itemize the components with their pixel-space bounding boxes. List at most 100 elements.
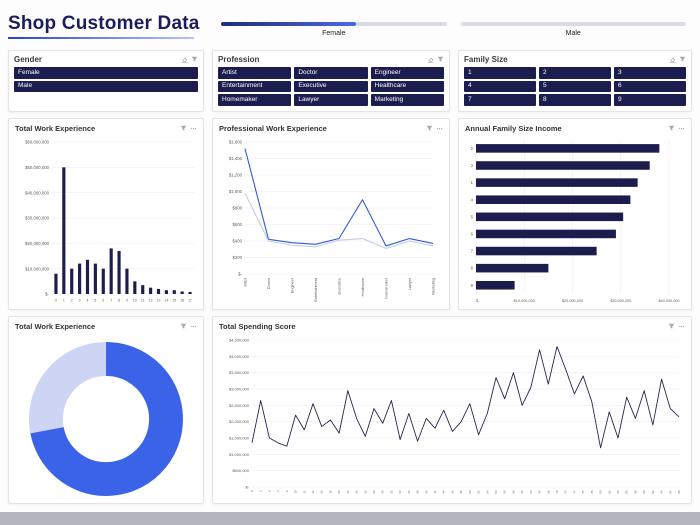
family-size-slicer-list: 1 2 3 4 5 6 7 8 9 [464,67,686,106]
filter-icon[interactable] [180,323,187,330]
svg-text:$-: $- [476,299,480,303]
svg-text:$1,000: $1,000 [229,189,243,194]
svg-text:5: 5 [471,214,474,219]
clear-selections-icon[interactable] [427,56,434,63]
filter-icon[interactable] [191,56,198,63]
slicer-option-engineer[interactable]: Engineer [370,67,444,79]
slicer-option-4[interactable]: 4 [464,80,536,92]
svg-text:96: 96 [668,490,672,494]
more-options-icon[interactable] [678,323,685,330]
dashboard: Shop Customer Data Female Male Gender [0,0,700,512]
svg-text:34: 34 [398,490,402,494]
line-chart-professional-work-experience[interactable]: $- $200 $400 $600 $800 $1,000 $1,200 $1,400 $1,6… [219,136,443,306]
svg-text:$20,000,000: $20,000,000 [25,241,50,246]
chart-card-professional-work-experience: Professional Work Experience $- $200 $400 $… [212,118,450,310]
svg-text:16: 16 [320,490,324,494]
svg-text:Homemaker: Homemaker [384,277,388,298]
slicer-option-homemaker[interactable]: Homemaker [218,94,292,106]
filter-icon[interactable] [426,125,433,132]
svg-text:8: 8 [118,299,120,303]
svg-text:26: 26 [363,490,367,494]
svg-text:0: 0 [55,299,57,303]
slicer-option-lawyer[interactable]: Lawyer [294,94,368,106]
svg-text:$-: $- [245,485,249,490]
slicer-option-marketing[interactable]: Marketing [370,94,444,106]
clear-selections-icon[interactable] [181,56,188,63]
donut-chart-total-work-experience[interactable] [15,334,197,500]
more-options-icon[interactable] [190,323,197,330]
filter-icon[interactable] [668,125,675,132]
svg-text:6: 6 [471,231,474,236]
slicer-option-entertainment[interactable]: Entertainment [218,80,292,92]
svg-text:4: 4 [267,490,271,492]
svg-text:8: 8 [285,490,289,492]
svg-text:9: 9 [471,283,474,288]
svg-text:12: 12 [149,299,153,303]
profession-slicer: Profession Artist Doctor Engineer Entert… [212,50,450,112]
profession-slicer-title: Profession [218,55,260,64]
slicer-option-doctor[interactable]: Doctor [294,67,368,79]
slicer-option-female[interactable]: Female [14,67,198,79]
svg-text:48: 48 [459,490,463,494]
filter-icon[interactable] [679,56,686,63]
svg-text:88: 88 [633,490,637,494]
slicer-option-1[interactable]: 1 [464,67,536,79]
svg-text:30: 30 [381,490,385,494]
svg-text:$200: $200 [232,255,242,260]
filter-icon[interactable] [437,56,444,63]
svg-text:90: 90 [642,490,646,494]
svg-text:38: 38 [416,490,420,494]
slicer-option-6[interactable]: 6 [614,80,686,92]
svg-text:2: 2 [71,299,73,303]
svg-text:36: 36 [407,490,411,494]
slicer-option-7[interactable]: 7 [464,94,536,106]
svg-text:42: 42 [433,490,437,494]
slicer-option-healthcare[interactable]: Healthcare [370,80,444,92]
slicer-option-5[interactable]: 5 [539,80,611,92]
title-underline [8,37,194,39]
svg-text:$1,200: $1,200 [229,173,243,178]
male-range-slider[interactable]: Male [460,16,686,37]
svg-text:2: 2 [471,146,474,151]
svg-text:98: 98 [677,490,681,494]
more-options-icon[interactable] [190,125,197,132]
svg-text:62: 62 [520,490,524,494]
hbar-chart-annual-family-size-income[interactable]: $- $10,000,000 $20,000,000 $30,000,000 $40,0… [465,136,685,306]
family-size-slicer: Family Size 1 2 3 4 5 6 7 8 9 [458,50,692,112]
svg-text:16: 16 [180,299,184,303]
slicer-option-artist[interactable]: Artist [218,67,292,79]
svg-text:3: 3 [471,163,474,168]
svg-text:52: 52 [477,490,481,494]
svg-text:Executive: Executive [337,278,341,294]
slicer-option-executive[interactable]: Executive [294,80,368,92]
male-slider-track[interactable] [460,21,686,26]
svg-text:$30,000,000: $30,000,000 [610,299,631,303]
svg-text:Marketing: Marketing [431,278,435,295]
svg-text:$3,000,000: $3,000,000 [229,387,250,392]
svg-text:20: 20 [337,490,341,494]
svg-text:$30,000,000: $30,000,000 [25,216,50,221]
svg-text:60: 60 [511,490,515,494]
svg-text:$400: $400 [232,239,242,244]
svg-text:$-: $- [45,292,49,297]
more-options-icon[interactable] [436,125,443,132]
slicer-option-2[interactable]: 2 [539,67,611,79]
clear-selections-icon[interactable] [669,56,676,63]
slicer-option-3[interactable]: 3 [614,67,686,79]
svg-text:$60,000,000: $60,000,000 [25,140,50,145]
bar-chart-total-work-experience[interactable]: $- $10,000,000 $20,000,000 $30,000,000 $40,0… [15,136,197,306]
filter-icon[interactable] [180,125,187,132]
page-title: Shop Customer Data [8,13,200,34]
svg-text:68: 68 [546,490,550,494]
svg-text:$10,000,000: $10,000,000 [514,299,535,303]
female-slider-track[interactable] [221,21,447,26]
slicer-option-8[interactable]: 8 [539,94,611,106]
male-slider-label: Male [565,29,581,37]
line-chart-total-spending-score[interactable]: $- $500,000 $1,000,000 $1,500,000 $2,000,000… [219,334,685,500]
svg-text:0: 0 [250,490,254,492]
filter-icon[interactable] [668,323,675,330]
slicer-option-male[interactable]: Male [14,80,198,92]
slicer-option-9[interactable]: 9 [614,94,686,106]
more-options-icon[interactable] [678,125,685,132]
female-range-slider[interactable]: Female [221,16,447,37]
